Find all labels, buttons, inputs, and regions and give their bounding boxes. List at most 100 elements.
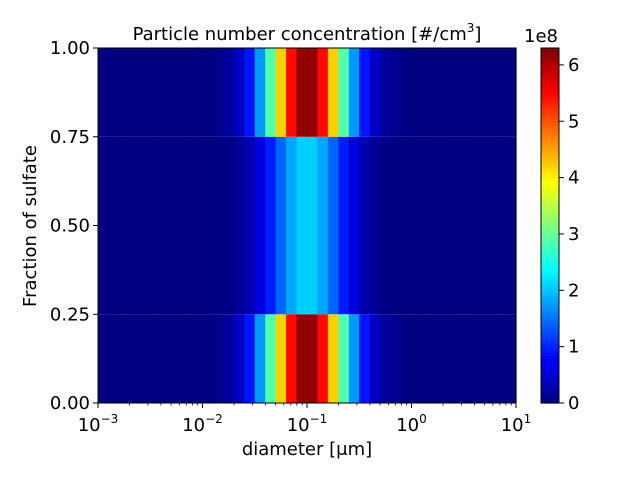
heatmap-cell bbox=[327, 48, 339, 137]
colorbar-segment bbox=[541, 290, 559, 295]
heatmap-cell bbox=[275, 48, 287, 137]
colorbar-segment bbox=[541, 216, 559, 221]
heatmap-cell bbox=[223, 48, 235, 137]
y-axis-ticks: 0.00 0.25 0.50 0.75 1.00 bbox=[50, 38, 98, 414]
colorbar-tick-label: 6 bbox=[568, 55, 579, 76]
colorbar-segment bbox=[541, 355, 559, 360]
heatmap-cell bbox=[286, 314, 298, 403]
colorbar-segment bbox=[541, 314, 559, 318]
colorbar-tick-label: 4 bbox=[568, 168, 579, 189]
heatmap-cell bbox=[317, 48, 329, 137]
heatmap-cell bbox=[484, 314, 496, 403]
heatmap-cell bbox=[401, 314, 413, 403]
colorbar-segment bbox=[541, 296, 559, 301]
colorbar-segment bbox=[541, 382, 559, 386]
colorbar-segment bbox=[541, 163, 559, 167]
heatmap-cell bbox=[244, 314, 256, 403]
colorbar-segment bbox=[541, 332, 559, 336]
heatmap-cell bbox=[463, 314, 475, 403]
colorbar-offset-label: 1e8 bbox=[524, 26, 558, 47]
heatmap-cell bbox=[98, 314, 110, 403]
colorbar-segment bbox=[541, 397, 559, 401]
colorbar-segment bbox=[541, 252, 559, 256]
colorbar-segment bbox=[541, 195, 559, 200]
heatmap-cell bbox=[348, 136, 360, 315]
heatmap-cell bbox=[233, 136, 245, 315]
colorbar-segment bbox=[541, 204, 559, 209]
heatmap-cell bbox=[171, 48, 183, 137]
heatmap-cell bbox=[202, 136, 214, 315]
colorbar-segment bbox=[541, 284, 559, 289]
y-tick-label: 0.00 bbox=[50, 393, 90, 414]
colorbar-segment bbox=[541, 367, 559, 372]
heatmap-cell bbox=[265, 314, 277, 403]
heatmap-cell bbox=[296, 314, 308, 403]
heatmap-cell bbox=[390, 48, 402, 137]
colorbar-segment bbox=[541, 104, 559, 108]
heatmap-cell bbox=[307, 314, 319, 403]
heatmap-cell bbox=[129, 48, 141, 137]
heatmap-cell bbox=[296, 48, 308, 137]
colorbar-segment bbox=[541, 113, 559, 117]
heatmap-cell bbox=[317, 314, 329, 403]
colorbar-segment bbox=[541, 343, 559, 348]
colorbar-segment bbox=[541, 169, 559, 173]
colorbar-tick-label: 3 bbox=[568, 224, 579, 245]
heatmap-cell bbox=[421, 48, 433, 137]
colorbar-segment bbox=[541, 124, 559, 129]
colorbar-segment bbox=[541, 53, 559, 58]
colorbar-segment bbox=[541, 352, 559, 357]
colorbar-segment bbox=[541, 130, 559, 135]
colorbar-segment bbox=[541, 145, 559, 150]
colorbar-segment bbox=[541, 364, 559, 369]
colorbar-segment bbox=[541, 77, 559, 82]
colorbar-tick-label: 5 bbox=[568, 111, 579, 132]
colorbar-segment bbox=[541, 74, 559, 79]
colorbar-segment bbox=[541, 181, 559, 185]
colorbar-segment bbox=[541, 269, 559, 274]
heatmap-cell bbox=[442, 314, 454, 403]
heatmap-cell bbox=[307, 48, 319, 137]
heatmap-cell bbox=[411, 136, 423, 315]
heatmap-cell bbox=[160, 48, 172, 137]
heatmap-cell bbox=[212, 314, 224, 403]
colorbar-segment bbox=[541, 278, 559, 283]
colorbar-segment bbox=[541, 56, 559, 61]
heatmap-cell bbox=[212, 48, 224, 137]
colorbar-segment bbox=[541, 272, 559, 277]
heatmap-cell bbox=[244, 48, 256, 137]
colorbar-segment bbox=[541, 175, 559, 179]
colorbar-segment bbox=[541, 198, 559, 203]
heatmap-cell bbox=[254, 48, 266, 137]
heatmap-cell bbox=[181, 314, 193, 403]
heatmap-cell bbox=[432, 314, 444, 403]
colorbar-segment bbox=[541, 379, 559, 383]
colorbar-segment bbox=[541, 249, 559, 253]
heatmap-cell bbox=[369, 48, 381, 137]
colorbar-segment bbox=[541, 98, 559, 102]
heatmap-cell bbox=[118, 314, 130, 403]
colorbar-segment bbox=[541, 400, 559, 404]
colorbar-segment bbox=[541, 293, 559, 298]
colorbar-segment bbox=[541, 234, 559, 238]
colorbar-segment bbox=[541, 361, 559, 366]
heatmap-cell bbox=[390, 136, 402, 315]
colorbar-segment bbox=[541, 139, 559, 144]
heatmap-cell bbox=[307, 136, 319, 315]
heatmap-cell bbox=[432, 48, 444, 137]
heatmap-cell bbox=[474, 48, 486, 137]
colorbar-segment bbox=[541, 178, 559, 182]
x-tick-label: 100 bbox=[396, 412, 427, 436]
heatmap-cell bbox=[286, 48, 298, 137]
heatmap-cells bbox=[98, 48, 517, 403]
colorbar-segment bbox=[541, 376, 559, 380]
colorbar-segment bbox=[541, 243, 559, 247]
heatmap-cell bbox=[359, 314, 371, 403]
heatmap-cell bbox=[390, 314, 402, 403]
colorbar-segment bbox=[541, 187, 559, 191]
colorbar-segment bbox=[541, 349, 559, 354]
colorbar-segment bbox=[541, 311, 559, 315]
colorbar-segment bbox=[541, 207, 559, 212]
heatmap-cell bbox=[463, 136, 475, 315]
